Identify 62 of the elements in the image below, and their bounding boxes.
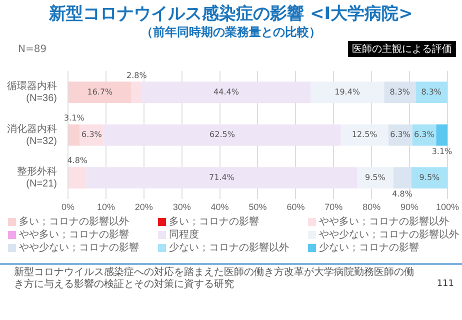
x-tick-label: 50%: [248, 202, 267, 212]
bar: [393, 167, 412, 189]
bar: [416, 82, 448, 104]
x-tick-label: 90%: [400, 202, 419, 212]
legend-label: 多い；コロナの影響以外: [19, 216, 129, 228]
bar: [104, 124, 341, 146]
text: 新型コロナウイルス感染症への対応を踏まえた医師の働き方改革が大学病院勤務医師の働き方に与える影響の検証とその対策に資する研究: [14, 267, 414, 291]
chart-subtitle: （前年同時期の業務量との比較）: [140, 24, 322, 41]
data-label: 44.4%: [214, 87, 240, 96]
bar: [357, 167, 394, 189]
legend-label: 多い；コロナの影響: [169, 216, 259, 228]
data-label: 62.5%: [210, 130, 236, 140]
bar: [68, 124, 80, 146]
legend-label: 同程度: [169, 228, 199, 241]
data-label: 8.3%: [390, 87, 410, 96]
x-tick-label: 80%: [362, 202, 381, 212]
x-tick-label: 0%: [61, 202, 75, 212]
bar: [384, 82, 416, 104]
x-tick-label: 40%: [210, 202, 229, 212]
y-tick-label: 消化器内科 (N=32): [7, 122, 57, 147]
bar: [131, 82, 142, 104]
data-label: 12.5%: [352, 130, 378, 140]
bar: [436, 124, 448, 146]
data-label: 16.7%: [87, 87, 114, 96]
legend-label: やや多い；コロナの影響以外: [319, 216, 449, 228]
data-label: 3.1%: [432, 146, 453, 156]
data-label: 8.3%: [421, 87, 442, 96]
data-label: 3.1%: [64, 113, 85, 122]
legend-label: 少ない；コロナの影響以外: [169, 242, 289, 254]
x-tick-label: 70%: [324, 202, 343, 212]
data-label: 6.3%: [82, 130, 102, 140]
x-tick-label: 10%: [96, 202, 115, 212]
bar: [142, 82, 310, 104]
data-label: 71.4%: [208, 172, 235, 182]
x-tick-label: 20%: [134, 202, 153, 212]
bar: [68, 167, 86, 189]
y-tick-label: 循環器内科 (N=36): [7, 80, 57, 104]
legend-label: やや少ない；コロナの影響以外: [319, 228, 459, 241]
bar: [411, 167, 448, 189]
data-label: 6.3%: [414, 130, 435, 140]
x-tick-label: 60%: [286, 202, 305, 212]
x-tick-label: 30%: [172, 202, 191, 212]
chart-title: 新型コロナウイルス感染症の影響 <I大学病院>: [48, 3, 414, 25]
legend-label: やや少ない；コロナの影響: [19, 242, 139, 254]
data-label: 6.3%: [390, 130, 411, 140]
x-tick-label: 100%: [436, 202, 460, 212]
data-label: 19.4%: [334, 87, 360, 96]
text: 111: [436, 279, 454, 289]
legend-label: やや多い；コロナの影響: [19, 228, 129, 241]
data-label: 9.5%: [419, 172, 440, 182]
bar: [86, 167, 358, 189]
text: 医師の主観による評価: [348, 41, 456, 57]
y-tick-label: 整形外科 (N=21): [17, 166, 57, 190]
bar: [68, 82, 132, 104]
bar: [340, 124, 388, 146]
data-label: 2.8%: [126, 70, 148, 80]
text: N=89: [18, 44, 47, 55]
data-label: 4.8%: [392, 190, 413, 199]
legend-label: 少ない；コロナの影響: [319, 242, 419, 254]
bar: [310, 82, 384, 104]
data-label: 9.5%: [365, 172, 386, 182]
data-label: 4.8%: [67, 156, 88, 166]
